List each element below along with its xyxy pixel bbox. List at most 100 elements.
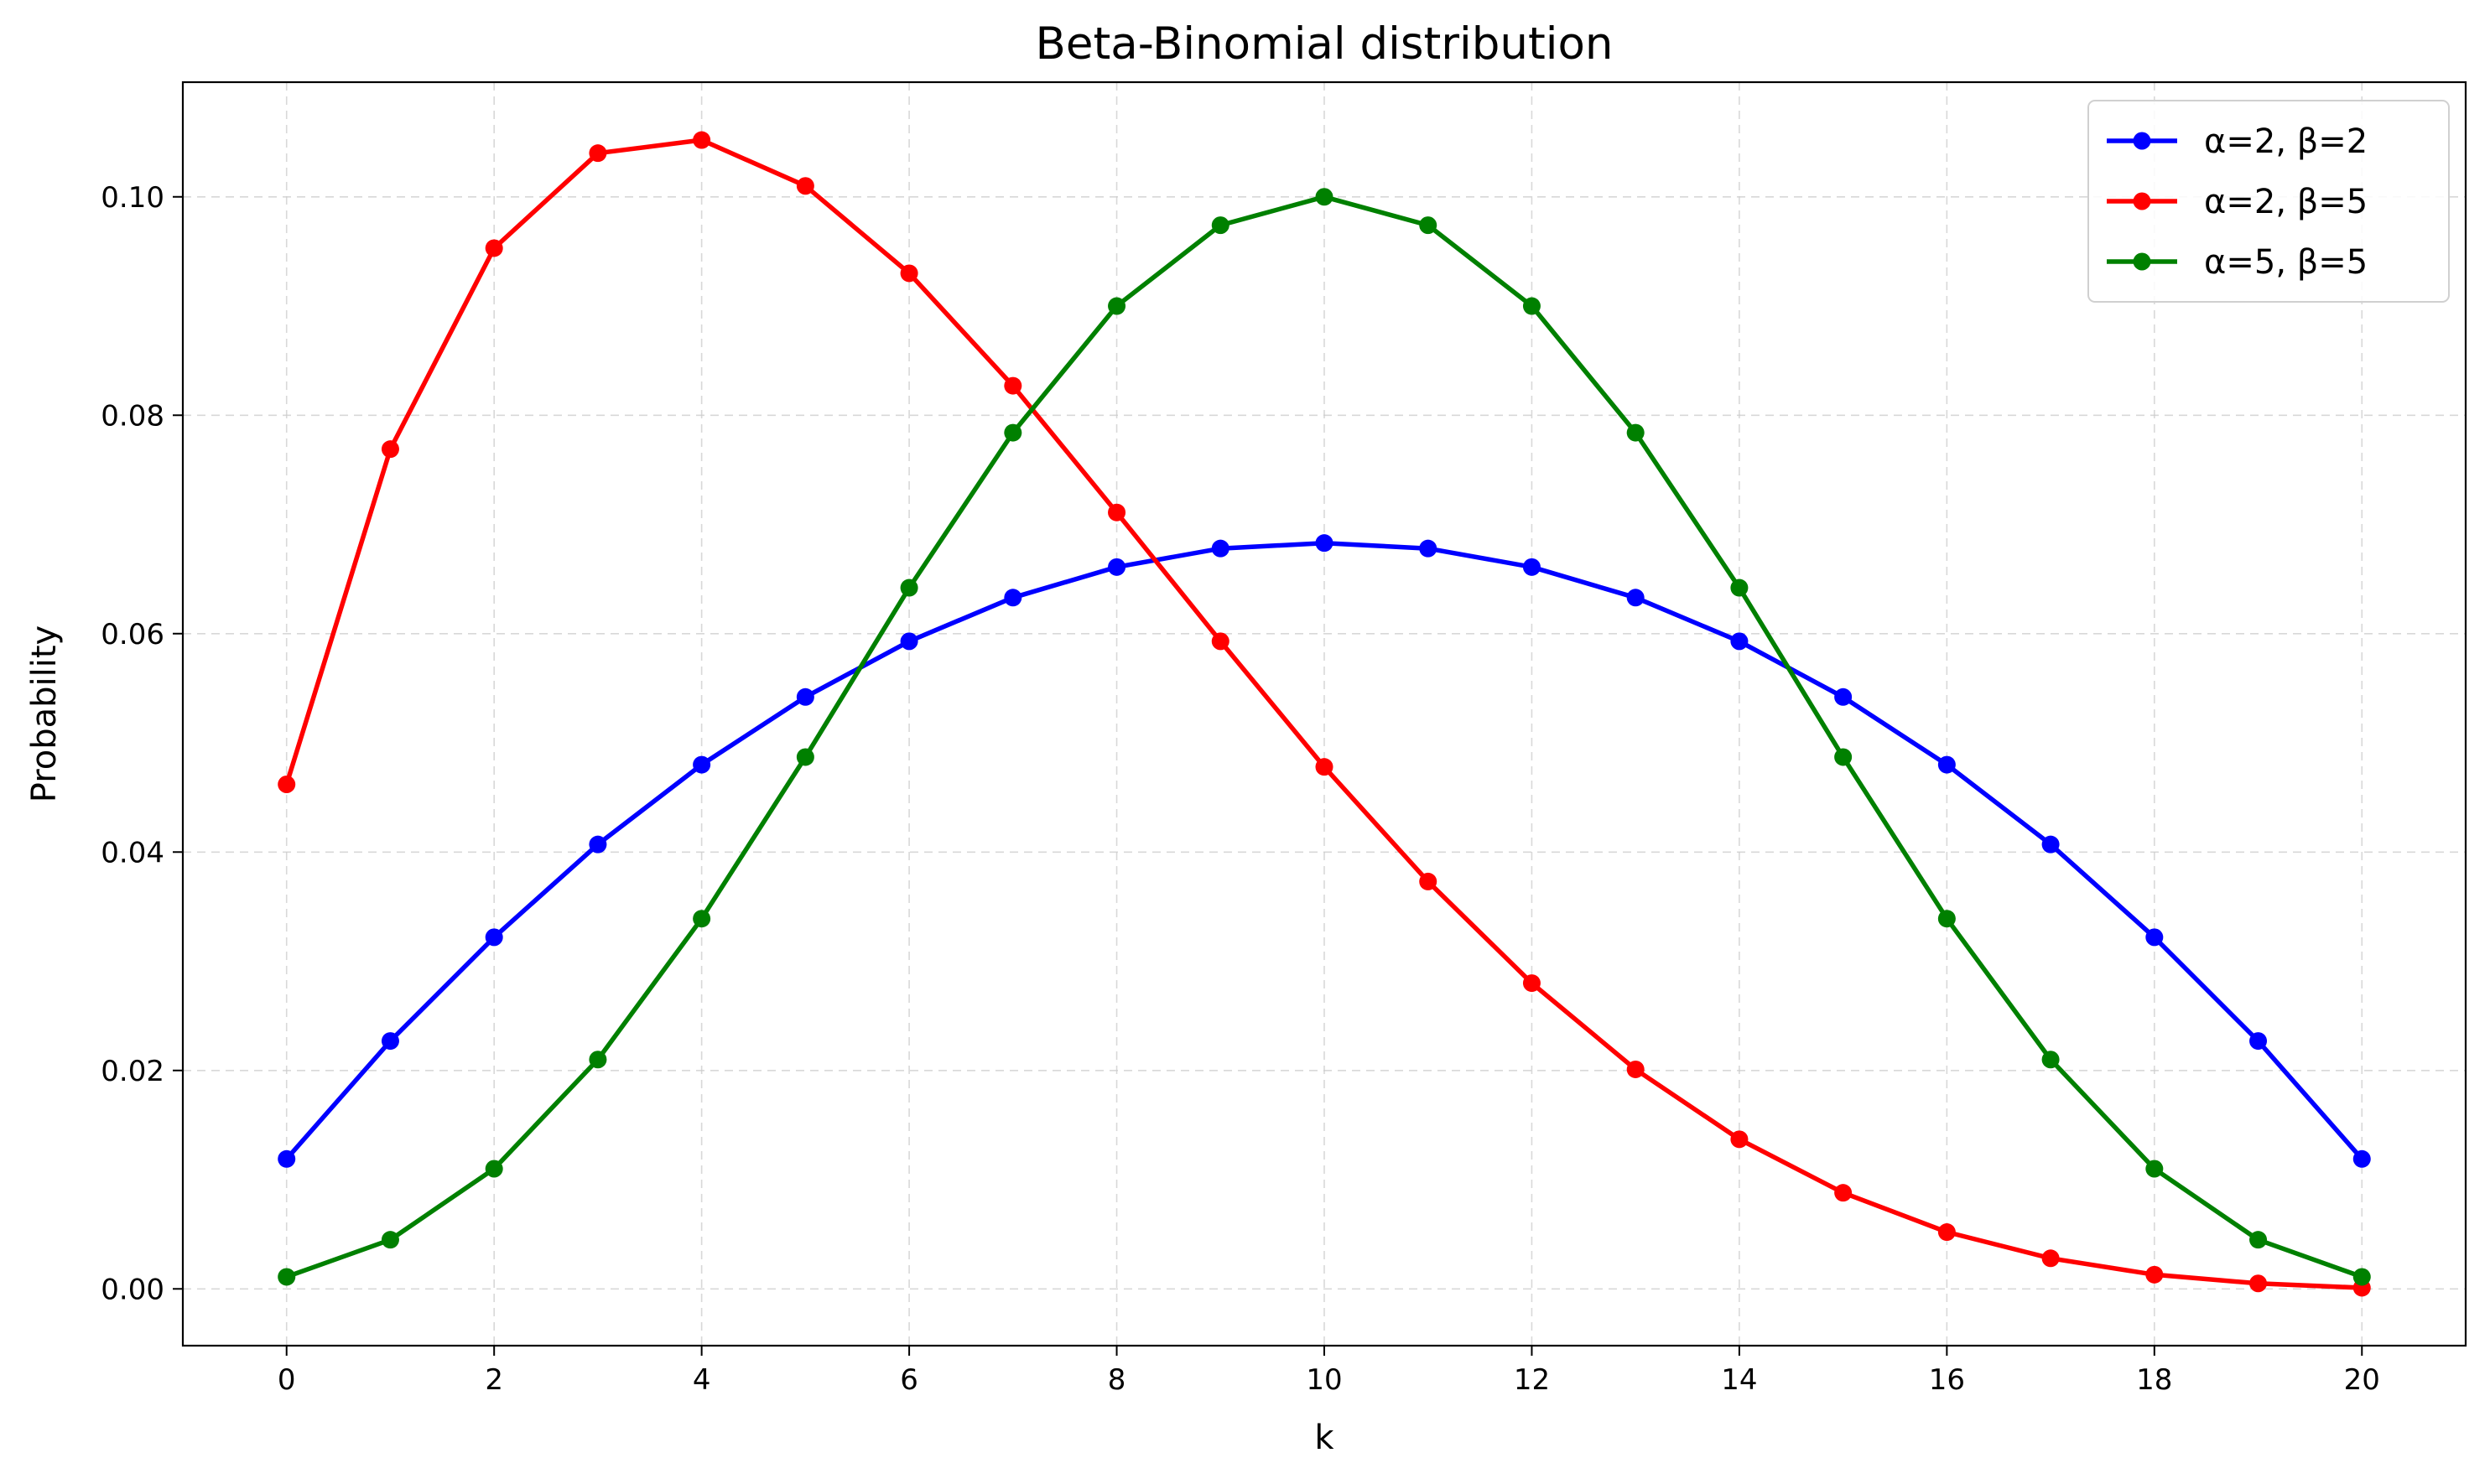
x-tick-label: 8 [1108,1363,1126,1397]
data-point [1522,297,1541,315]
legend-label: α=5, β=5 [2204,243,2368,282]
data-point [381,1231,399,1249]
data-point [1834,688,1853,706]
data-point [796,748,814,766]
ticks: 0 2 4 6 8 10 12 14 16 18 20 0.00 0.02 0.04 0.06 0.08 0.1… [101,181,2380,1397]
data-point [1004,589,1022,607]
series-3 [278,188,2371,1286]
x-tick-label: 4 [693,1363,711,1397]
data-point [900,632,918,651]
data-point [2249,1274,2268,1293]
data-point [1730,1130,1749,1149]
data-point [589,835,607,854]
x-tick-label: 10 [1306,1363,1342,1397]
data-point [1522,558,1541,576]
data-point [1004,376,1022,395]
data-point [1937,755,1956,774]
data-point [2041,1051,2060,1069]
data-point [1211,539,1229,558]
legend-label: α=2, β=5 [2204,183,2368,221]
x-tick-label: 6 [900,1363,918,1397]
y-tick-label: 0.06 [101,618,164,651]
data-point [381,440,399,459]
y-tick-label: 0.00 [101,1273,164,1306]
data-point [796,177,814,195]
legend-marker [2133,132,2151,150]
data-point [2352,1268,2371,1286]
y-tick-label: 0.04 [101,836,164,869]
data-point [2249,1231,2268,1249]
x-axis-title: k [1314,1419,1334,1457]
data-point [1626,423,1645,442]
data-point [693,131,711,149]
data-point [1108,503,1126,521]
y-tick-label: 0.02 [101,1055,164,1088]
data-point [485,239,503,257]
data-point [485,928,503,947]
data-point [1211,216,1229,235]
data-point [796,688,814,706]
data-point [1315,758,1333,776]
x-tick-label: 2 [485,1363,503,1397]
legend-item: α=2, β=5 [2107,183,2368,221]
data-point [2145,1265,2164,1284]
x-tick-label: 14 [1721,1363,1757,1397]
data-point [2041,835,2060,854]
data-point [1419,872,1437,890]
data-point [1211,632,1229,651]
data-point [2145,1160,2164,1178]
data-point [1834,1184,1853,1202]
data-point [1004,423,1022,442]
data-point [485,1160,503,1178]
data-point [2041,1249,2060,1268]
data-point [1315,188,1333,206]
x-tick-label: 12 [1514,1363,1550,1397]
x-tick-label: 20 [2344,1363,2380,1397]
data-point [589,1051,607,1069]
data-point [1315,534,1333,553]
data-point [278,776,296,794]
data-point [1108,297,1126,315]
data-point [381,1032,399,1051]
data-point [1730,632,1749,651]
data-point [278,1149,296,1168]
series-2 [278,131,2371,1297]
data-point [693,910,711,928]
chart-title: Beta-Binomial distribution [1036,18,1614,70]
legend-item: α=2, β=2 [2107,122,2368,161]
data-point [1937,1223,1956,1242]
x-tick-label: 18 [2136,1363,2172,1397]
legend-box [2087,100,2450,303]
series-layer [278,131,2371,1297]
data-point [900,264,918,283]
data-point [2249,1032,2268,1051]
legend-item: α=5, β=5 [2107,243,2368,282]
data-point [589,144,607,163]
data-point [693,755,711,774]
data-point [1626,1060,1645,1078]
data-point [1937,910,1956,928]
x-tick-label: 16 [1929,1363,1965,1397]
data-point [1522,974,1541,993]
data-point [1730,579,1749,597]
legend-marker [2133,252,2151,271]
x-tick-label: 0 [278,1363,296,1397]
data-point [278,1268,296,1286]
series-1 [278,534,2371,1168]
legend: α=2, β=2 α=2, β=5 α=5, β=5 [2087,100,2450,303]
y-axis-title: Probability [25,625,64,802]
data-point [900,579,918,597]
data-point [1834,748,1853,766]
data-point [1419,216,1437,235]
y-tick-label: 0.08 [101,399,164,433]
data-point [2352,1149,2371,1168]
legend-label: α=2, β=2 [2204,122,2368,161]
data-point [1108,558,1126,576]
data-point [1419,539,1437,558]
legend-marker [2133,192,2151,210]
data-point [2145,928,2164,947]
data-point [1626,589,1645,607]
y-tick-label: 0.10 [101,181,164,215]
